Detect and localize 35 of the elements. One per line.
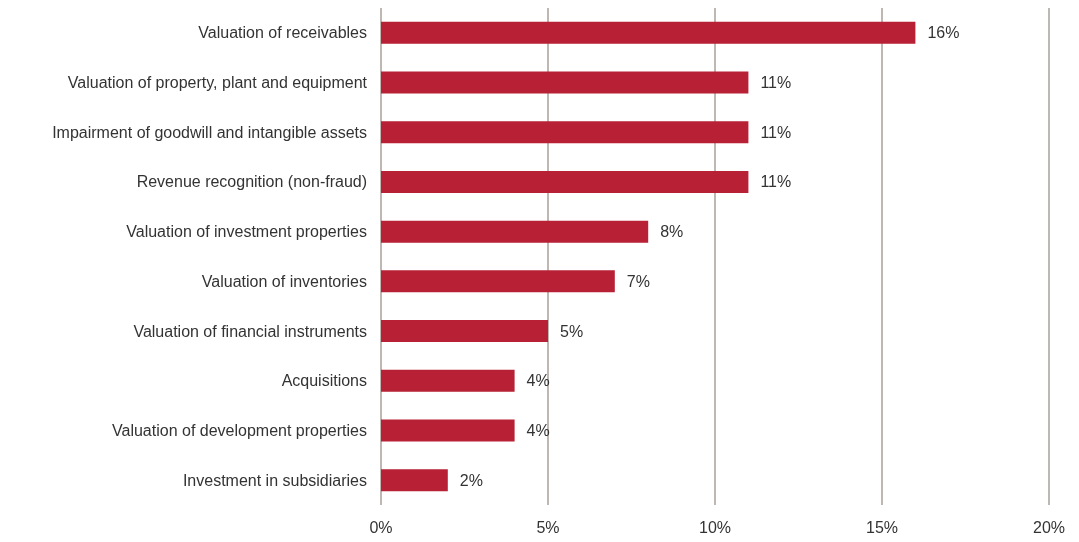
bar — [381, 320, 548, 343]
y-tick-label: Impairment of goodwill and intangible assets — [52, 123, 367, 141]
data-label: 8% — [660, 223, 684, 241]
bar — [381, 121, 749, 144]
y-tick-label: Investment in subsidiaries — [182, 471, 367, 489]
x-tick-label: 15% — [865, 518, 899, 536]
bar — [381, 369, 515, 392]
data-label: 11% — [760, 74, 792, 92]
x-tick-label: 5% — [536, 518, 560, 536]
data-label: 4% — [526, 421, 550, 439]
y-tick-label: Valuation of investment properties — [126, 223, 367, 241]
bar — [381, 170, 749, 193]
y-tick-label: Valuation of receivables — [198, 24, 367, 42]
bar — [381, 419, 515, 442]
y-tick-label: Valuation of inventories — [201, 272, 367, 290]
x-tick-label: 10% — [698, 518, 732, 536]
y-tick-label: Valuation of development properties — [112, 421, 367, 439]
bar — [381, 220, 649, 243]
y-tick-label: Valuation of financial instruments — [133, 322, 367, 340]
data-label: 16% — [927, 24, 960, 42]
y-tick-label: Acquisitions — [281, 372, 367, 390]
data-label: 2% — [459, 471, 483, 489]
bar — [381, 270, 615, 293]
bar — [381, 71, 749, 94]
bar — [381, 21, 916, 44]
x-tick-label: 20% — [1032, 518, 1066, 536]
data-label: 7% — [626, 272, 650, 290]
y-tick-label: Revenue recognition (non-fraud) — [136, 173, 367, 191]
data-label: 5% — [560, 322, 584, 340]
y-tick-label: Valuation of property, plant and equipment — [67, 74, 368, 92]
data-label: 11% — [760, 173, 792, 191]
bar — [381, 469, 448, 492]
x-tick-label: 0% — [369, 518, 393, 536]
data-label: 4% — [526, 372, 550, 390]
data-label: 11% — [760, 123, 792, 141]
